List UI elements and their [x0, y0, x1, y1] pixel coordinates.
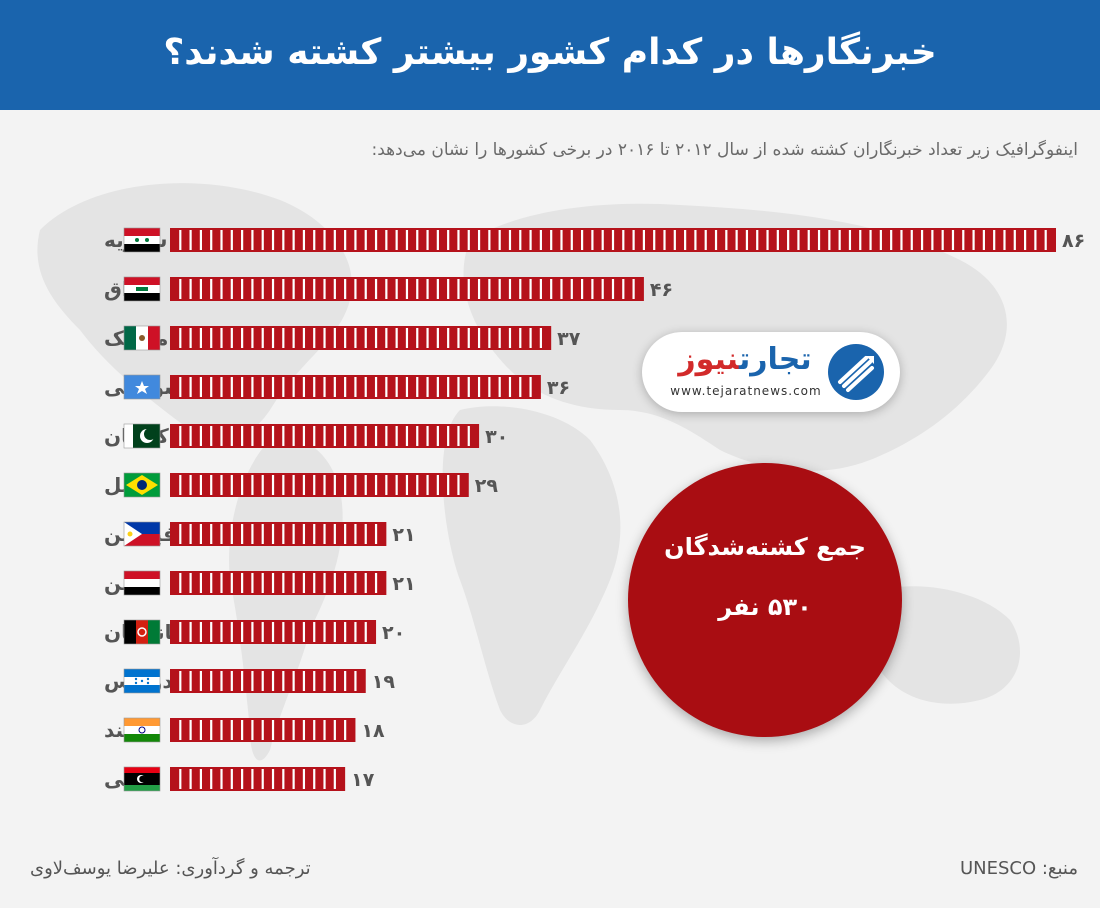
value-label: ۲۱ — [392, 524, 415, 546]
bar — [170, 522, 387, 546]
flag-icon — [123, 472, 161, 498]
header-banner: خبرنگارها در کدام کشور بیشتر کشته شدند؟ — [0, 0, 1100, 110]
total-circle: جمع کشته‌شدگان ۵۳۰ نفر — [628, 463, 902, 737]
logo-url: www.tejaratnews.com — [670, 384, 822, 398]
total-label: جمع کشته‌شدگان — [664, 533, 866, 561]
bar-tick-marks — [179, 524, 378, 544]
bar — [170, 571, 387, 595]
value-label: ۲۰ — [382, 622, 405, 644]
bar-tick-marks — [179, 573, 378, 593]
value-label: ۱۷ — [351, 769, 375, 791]
bar-row: هند ۱۸ — [104, 717, 385, 743]
flag-icon — [123, 227, 161, 253]
value-label: ۲۹ — [475, 475, 499, 497]
flag-icon — [123, 717, 161, 743]
bar-row: برزیل۲۹ — [104, 472, 499, 498]
flag-icon — [123, 766, 161, 792]
value-label: ۸۶ — [1062, 230, 1085, 252]
bar-tick-marks — [179, 230, 1047, 250]
bar-row: افغانستان۲۰ — [104, 619, 405, 645]
bar-row: مکزیک۳۷ — [104, 325, 581, 351]
logo-mark-icon — [828, 344, 884, 400]
bar — [170, 473, 469, 497]
flag-icon — [123, 423, 161, 449]
logo-badge: تجارتنیوز www.tejaratnews.com — [642, 332, 900, 412]
bar-row: فیلیپین۲۱ — [104, 521, 416, 547]
bar — [170, 767, 346, 791]
bar-row: لیبی۱۷ — [104, 766, 375, 792]
flag-icon — [123, 374, 161, 400]
bar-tick-marks — [179, 377, 532, 397]
bar-row: هندوراس۱۹ — [104, 668, 396, 694]
value-label: ۲۱ — [392, 573, 415, 595]
bar-row: یمن ۲۱ — [104, 570, 416, 596]
bar-row: سومالی۳۶ — [104, 374, 570, 400]
chart-subtitle: اینفوگرافیک زیر تعداد خبرنگاران کشته شده… — [371, 140, 1078, 160]
flag-icon — [123, 521, 161, 547]
value-label: ۴۶ — [650, 279, 673, 301]
bar-row: سوریه۸۶ — [104, 227, 1085, 253]
bar — [170, 669, 366, 693]
bar-row: پاکستان۳۰ — [104, 423, 508, 449]
bar-tick-marks — [179, 622, 367, 642]
flag-icon — [123, 276, 161, 302]
bar-tick-marks — [179, 426, 470, 446]
bar-tick-marks — [179, 475, 460, 495]
flag-icon — [123, 325, 161, 351]
value-label: ۱۸ — [361, 720, 385, 742]
bar-tick-marks — [179, 279, 635, 299]
total-value: ۵۳۰ نفر — [718, 593, 812, 621]
bar-tick-marks — [179, 671, 357, 691]
value-label: ۳۶ — [547, 377, 570, 399]
source-note: منبع: UNESCO — [959, 858, 1078, 879]
bar-tick-marks — [179, 769, 336, 789]
logo-name: تجارتنیوز — [660, 340, 830, 380]
value-label: ۳۷ — [557, 328, 581, 350]
bar-row: عراق۴۶ — [104, 276, 673, 302]
page-title: خبرنگارها در کدام کشور بیشتر کشته شدند؟ — [163, 32, 937, 73]
flag-icon — [123, 570, 161, 596]
bar-tick-marks — [179, 328, 542, 348]
flag-icon — [123, 619, 161, 645]
value-label: ۳۰ — [485, 426, 508, 448]
bar — [170, 326, 552, 350]
logo-name-part2: نیوز — [678, 342, 739, 377]
value-label: ۱۹ — [372, 671, 396, 693]
flag-icon — [123, 668, 161, 694]
bar-tick-marks — [179, 720, 347, 740]
credit-note: ترجمه و گردآوری: علیرضا یوسف‌لاوی — [30, 858, 311, 879]
logo-name-part1: تجارت — [738, 342, 812, 377]
